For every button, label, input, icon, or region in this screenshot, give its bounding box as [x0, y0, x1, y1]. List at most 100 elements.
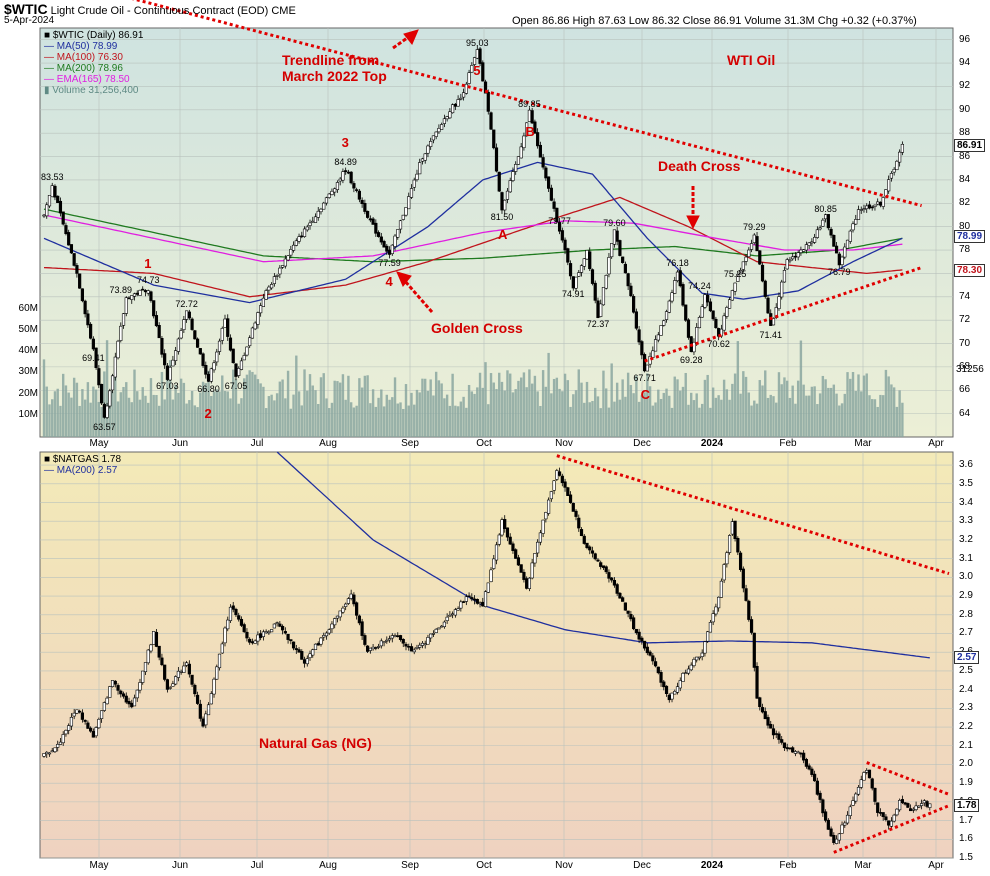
x-tick-label: Nov — [555, 860, 573, 871]
candle-body — [456, 608, 460, 611]
y-tick-label: 1.7 — [959, 814, 973, 826]
volume-bar — [514, 389, 517, 437]
volume-bar — [51, 399, 54, 437]
volume-bar — [580, 382, 583, 437]
candle-body — [228, 606, 233, 621]
volume-bar — [448, 405, 452, 437]
candle-body — [601, 287, 606, 306]
volume-bar — [742, 371, 745, 437]
volume-bar — [610, 363, 613, 437]
price-label: 71.41 — [759, 330, 782, 341]
candle-body — [854, 793, 858, 802]
x-tick-label: Aug — [319, 438, 337, 449]
volume-bar — [591, 400, 594, 437]
candle-body — [270, 629, 274, 633]
volume-bar — [234, 379, 238, 437]
price-label: 74.24 — [688, 280, 711, 291]
golden-cross-arrow-head — [396, 271, 412, 287]
candle-body — [141, 288, 145, 291]
candle-body — [782, 270, 787, 283]
candle-body — [637, 329, 641, 343]
candle-body — [475, 599, 479, 604]
volume-bars — [42, 340, 904, 437]
volume-bar — [338, 382, 342, 437]
volume-bar — [297, 391, 301, 437]
volume-bar — [349, 402, 353, 437]
candle-body — [459, 97, 463, 100]
volume-bar — [119, 392, 122, 437]
volume-bar — [552, 378, 556, 437]
volume-bar — [94, 389, 98, 437]
volume-bar — [253, 374, 257, 437]
volume-bar — [199, 392, 202, 437]
volume-bar — [92, 386, 95, 437]
candle-body — [799, 752, 803, 755]
volume-bar — [388, 399, 391, 437]
volume-bar — [163, 399, 166, 437]
volume-bar — [385, 394, 389, 437]
y-tick-label: 2.2 — [959, 721, 973, 733]
volume-bar — [898, 390, 901, 437]
candle-body — [799, 249, 803, 253]
price-label: 76.18 — [666, 258, 689, 269]
candle-body — [179, 671, 183, 673]
volume-bar — [64, 385, 68, 437]
candle-body — [670, 692, 674, 700]
candle-body — [634, 628, 638, 634]
candle-body — [697, 656, 702, 659]
candle-body — [889, 820, 894, 827]
candle-body — [61, 734, 65, 744]
candle-body — [407, 645, 411, 648]
y-tick-label: 2.9 — [959, 590, 973, 602]
volume-bar — [286, 370, 290, 437]
volume-bar — [347, 375, 350, 437]
candle-body — [834, 245, 839, 254]
candle-body — [409, 188, 414, 198]
candle-body — [851, 223, 855, 231]
candle-body — [420, 642, 425, 646]
y-tick-label: 78 — [959, 244, 971, 256]
candle-body — [171, 683, 175, 687]
candle-body — [393, 235, 397, 247]
volume-bar — [174, 384, 177, 437]
price-label: 81.50 — [490, 212, 514, 223]
candle-body — [119, 690, 123, 695]
volume-bar — [434, 371, 438, 437]
candle-body — [867, 769, 872, 779]
candle-body — [58, 200, 63, 214]
legend-natgas: ■ $NATGAS 1.78 — [44, 454, 122, 465]
legend-volume: ▮ Volume 31,256,400 — [44, 85, 139, 96]
volume-bar — [566, 380, 570, 437]
volume-bar — [366, 375, 369, 437]
volume-bar — [306, 390, 309, 437]
candle-body — [544, 167, 548, 179]
volume-bar — [709, 407, 712, 437]
volume-bar — [59, 405, 62, 437]
y-tick-label: 2.8 — [959, 608, 973, 620]
volume-bar — [503, 390, 506, 437]
candle-body — [75, 709, 79, 714]
death-cross-arrow-head — [686, 215, 700, 230]
candle-body — [618, 240, 622, 256]
volume-bar — [470, 391, 474, 437]
candle-body — [174, 350, 178, 361]
candle-body — [566, 248, 570, 263]
volume-bar — [703, 379, 707, 437]
volume-bar — [637, 401, 641, 437]
candle-body — [834, 838, 839, 844]
candle-body — [187, 663, 191, 675]
candle-body — [437, 627, 441, 630]
candle-body — [659, 325, 663, 336]
candle-body — [195, 694, 200, 704]
candle-body — [642, 354, 647, 372]
candle-body — [102, 404, 106, 418]
candle-body — [409, 646, 414, 652]
volume-bar — [873, 399, 877, 437]
volume-bar — [127, 397, 131, 437]
candle-body — [667, 300, 671, 313]
candle-body — [467, 72, 471, 84]
volume-bar — [673, 376, 676, 437]
volume-tick-label: 50M — [18, 324, 38, 335]
candle-body — [898, 800, 902, 811]
candle-body — [574, 276, 578, 289]
